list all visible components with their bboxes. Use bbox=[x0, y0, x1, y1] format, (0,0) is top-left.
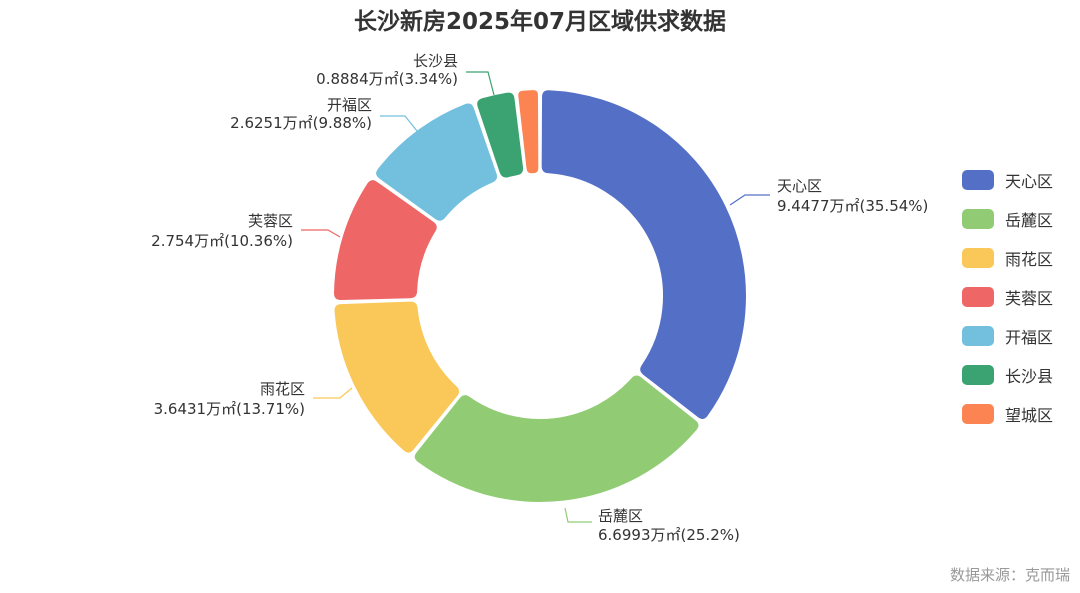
slice-label-name: 雨花区 bbox=[260, 380, 305, 398]
leader-line bbox=[729, 194, 770, 206]
legend-swatch bbox=[962, 247, 994, 268]
legend-swatch bbox=[962, 286, 994, 307]
legend-label: 开福区 bbox=[1005, 327, 1054, 347]
slice-yuelu[interactable] bbox=[412, 373, 701, 504]
slice-label-value: 0.8884万㎡(3.34%) bbox=[316, 70, 458, 88]
slice-yuhua[interactable] bbox=[332, 299, 462, 455]
legend-swatch bbox=[962, 208, 994, 229]
legend-label: 雨花区 bbox=[1005, 249, 1054, 269]
legend-item-kaifu[interactable]: 开福区 bbox=[962, 324, 1053, 347]
legend-label: 岳麓区 bbox=[1005, 210, 1054, 230]
slice-label-name: 芙蓉区 bbox=[248, 212, 293, 230]
slice-tianxin[interactable] bbox=[539, 88, 749, 421]
slice-label-name: 岳麓区 bbox=[598, 507, 643, 525]
legend: 天心区 岳麓区 雨花区 芙蓉区 开福区 长沙县 望城区 bbox=[962, 168, 1053, 441]
chart-title: 长沙新房2025年07月区域供求数据 bbox=[353, 9, 727, 35]
legend-label: 芙蓉区 bbox=[1005, 288, 1054, 308]
slice-label-value: 9.4477万㎡(35.54%) bbox=[777, 197, 928, 215]
leader-line bbox=[466, 71, 495, 96]
data-source-note: 数据来源：克而瑞 bbox=[949, 566, 1070, 584]
slice-label-value: 2.6251万㎡(9.88%) bbox=[230, 114, 372, 132]
slice-label-name: 长沙县 bbox=[413, 52, 458, 70]
leader-line bbox=[313, 387, 353, 399]
slice-label-name: 开福区 bbox=[327, 96, 372, 114]
slice-furong[interactable] bbox=[332, 178, 439, 302]
leader-line bbox=[380, 115, 418, 132]
legend-label: 望城区 bbox=[1005, 405, 1054, 425]
leader-line bbox=[564, 507, 592, 523]
legend-label: 天心区 bbox=[1005, 171, 1054, 191]
legend-label: 长沙县 bbox=[1005, 366, 1054, 386]
slice-label-value: 2.754万㎡(10.36%) bbox=[151, 232, 293, 250]
leader-line bbox=[301, 229, 341, 238]
legend-swatch bbox=[962, 364, 994, 385]
legend-item-changsha-county[interactable]: 长沙县 bbox=[962, 363, 1053, 386]
slice-label-name: 天心区 bbox=[777, 177, 822, 195]
slice-label-value: 6.6993万㎡(25.2%) bbox=[598, 526, 740, 544]
slice-wangcheng[interactable] bbox=[516, 88, 541, 176]
legend-item-yuhua[interactable]: 雨花区 bbox=[962, 246, 1053, 269]
slice-kaifu[interactable] bbox=[374, 101, 500, 223]
legend-item-furong[interactable]: 芙蓉区 bbox=[962, 285, 1053, 308]
legend-item-wangcheng[interactable]: 望城区 bbox=[962, 402, 1053, 425]
legend-swatch bbox=[962, 169, 994, 190]
legend-swatch bbox=[962, 325, 994, 346]
slice-label-value: 3.6431万㎡(13.71%) bbox=[154, 400, 305, 418]
legend-item-tianxin[interactable]: 天心区 bbox=[962, 168, 1053, 191]
legend-item-yuelu[interactable]: 岳麓区 bbox=[962, 207, 1053, 230]
legend-swatch bbox=[962, 403, 994, 424]
slice-changsha-county[interactable] bbox=[475, 90, 526, 180]
